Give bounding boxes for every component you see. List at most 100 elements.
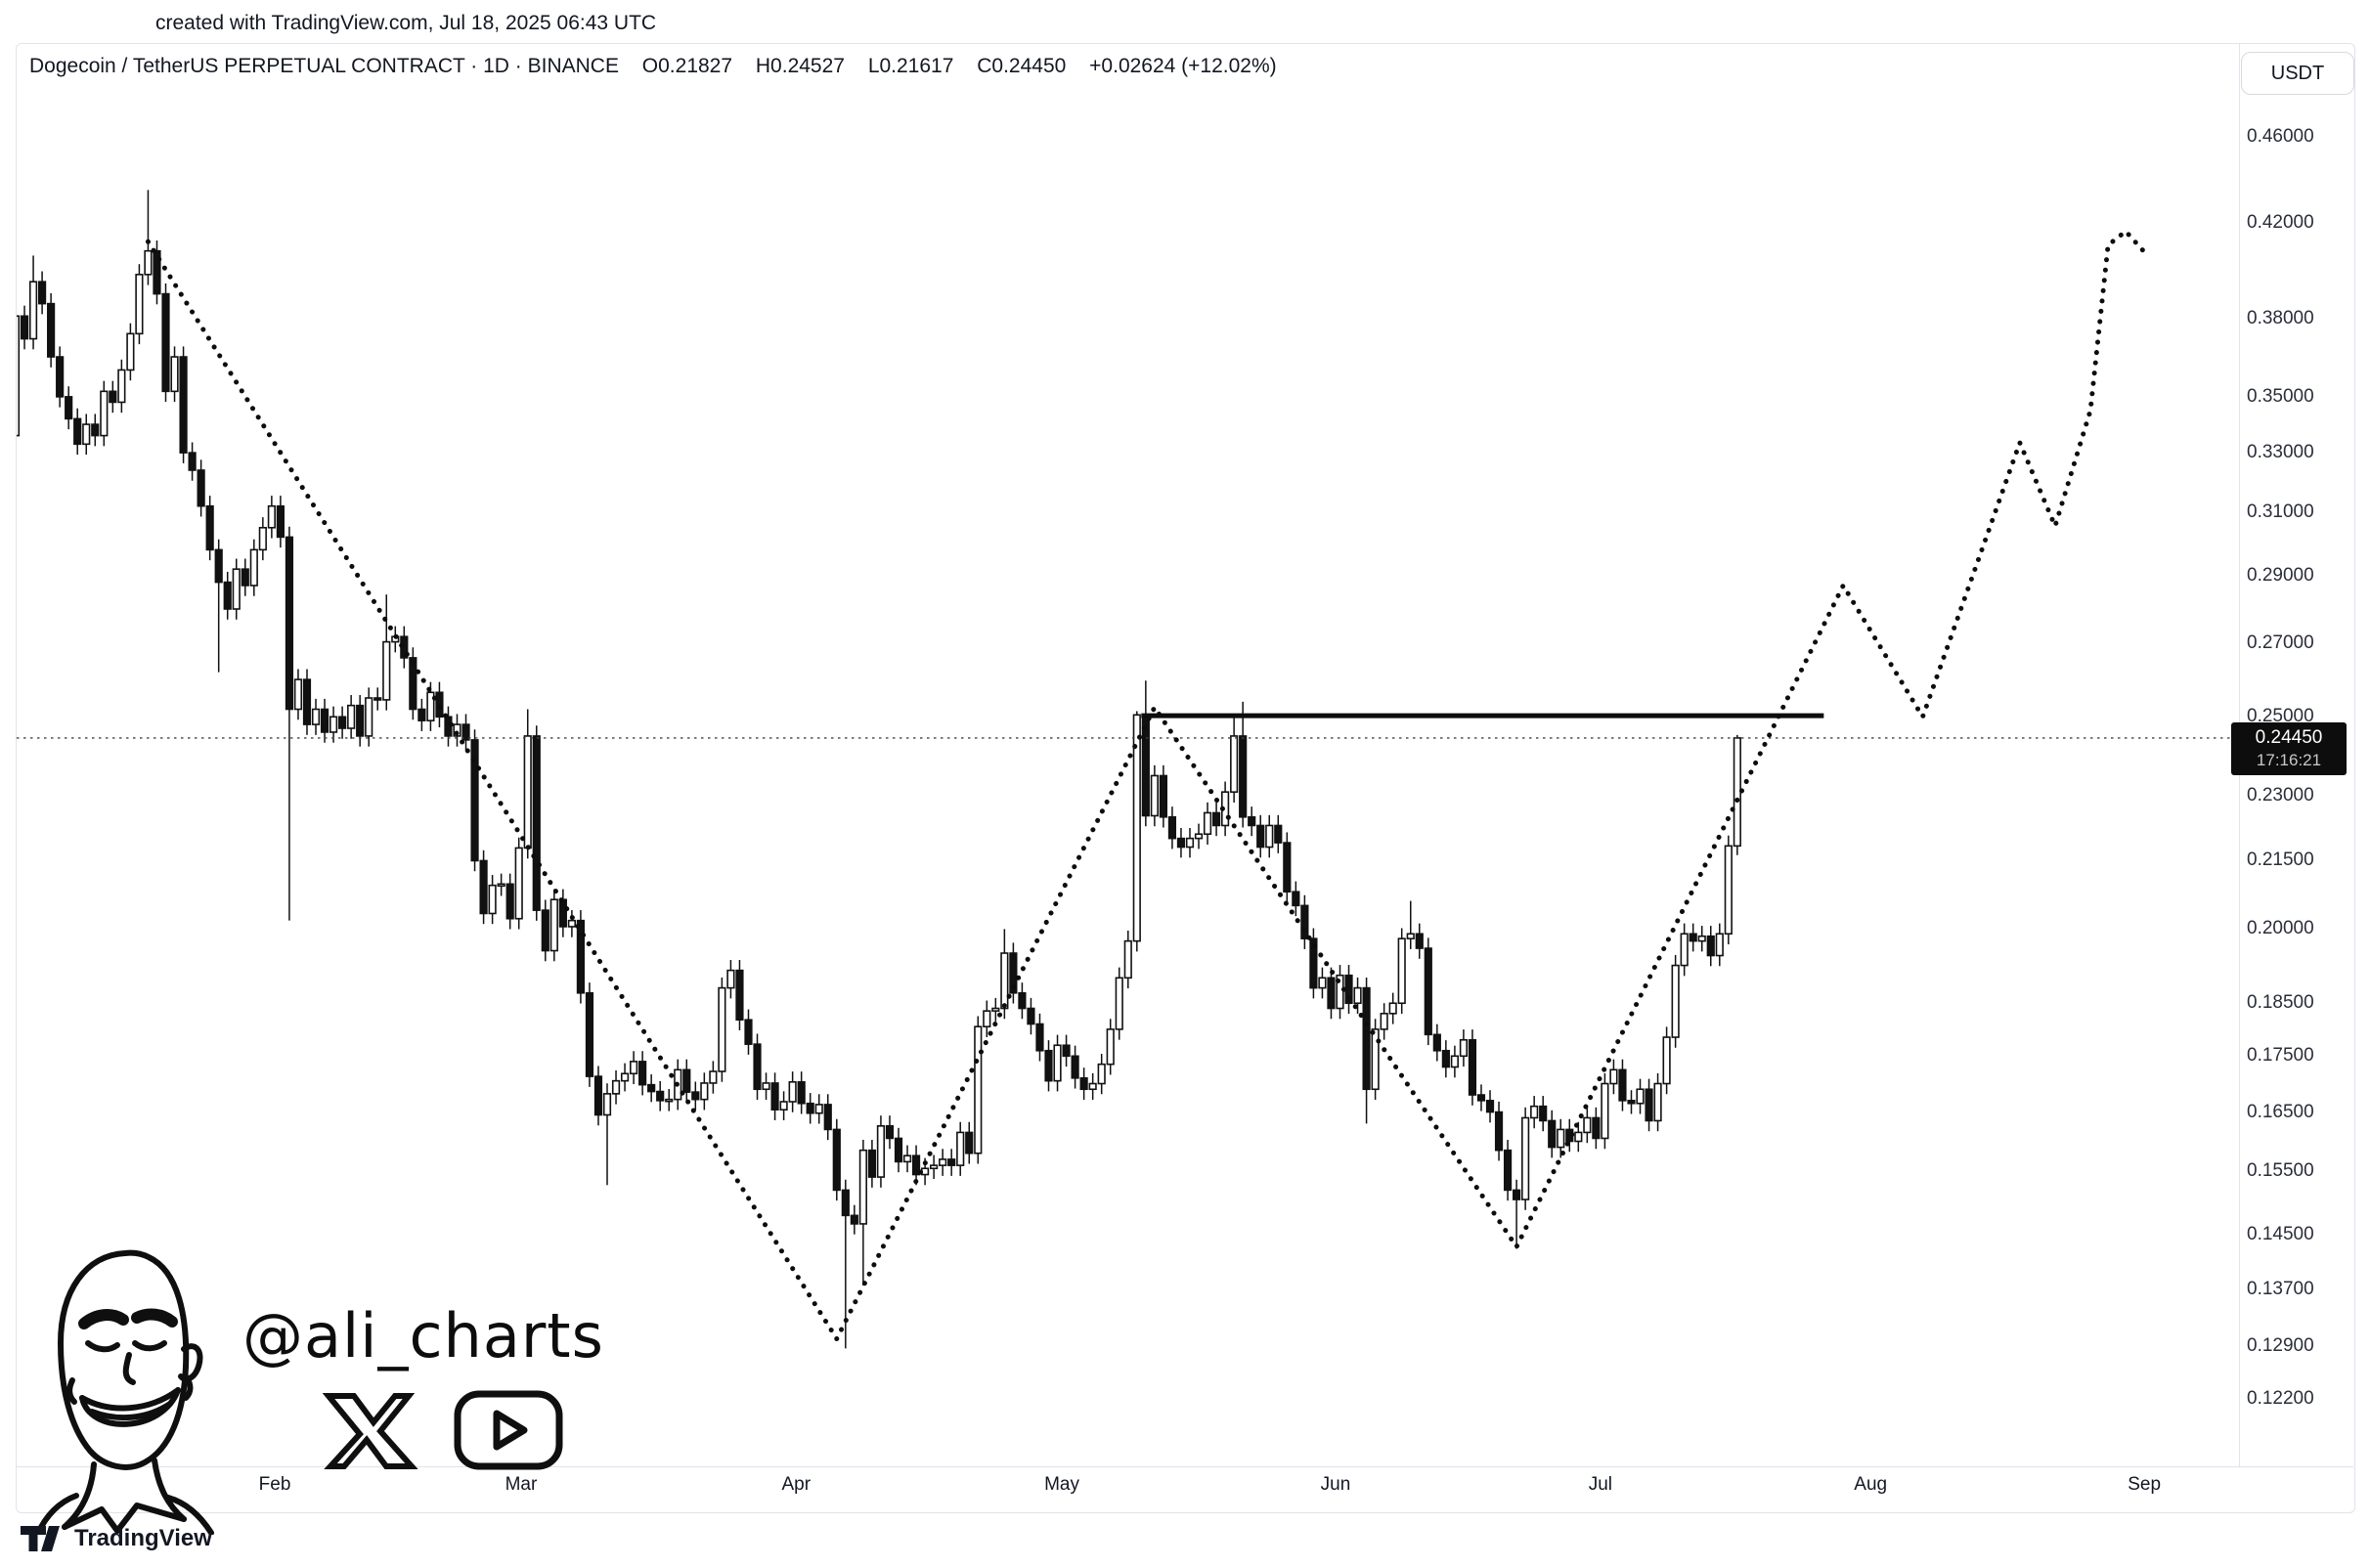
candle-up — [1662, 1036, 1671, 1085]
candle-up — [939, 1158, 947, 1166]
candle-down — [1283, 842, 1292, 893]
candle-up — [602, 1093, 612, 1116]
candle-up — [1680, 933, 1689, 967]
candle-down — [850, 1214, 858, 1225]
symbol-legend[interactable]: Dogecoin / TetherUS PERPETUAL CONTRACT ·… — [29, 55, 1295, 78]
price-axis-label: 0.18500 — [2247, 992, 2314, 1014]
month-label-jul[interactable]: Jul — [1588, 1474, 1613, 1495]
candle-up — [1230, 735, 1239, 793]
month-label-aug[interactable]: Aug — [1854, 1474, 1888, 1495]
candle-up — [567, 919, 576, 928]
price-axis-label: 0.25000 — [2247, 706, 2314, 727]
candle-down — [832, 1128, 841, 1192]
candle-down — [1035, 1023, 1044, 1052]
candle-down — [1062, 1044, 1071, 1058]
candle-up — [453, 723, 461, 737]
price-axis-label: 0.42000 — [2247, 212, 2314, 234]
price-axis-label: 0.27000 — [2247, 632, 2314, 654]
month-label-feb[interactable]: Feb — [258, 1474, 291, 1495]
price-axis-label: 0.23000 — [2247, 785, 2314, 806]
candle-down — [161, 292, 170, 393]
price-axis-label: 0.20000 — [2247, 918, 2314, 939]
candle-down — [197, 469, 205, 507]
candle-down — [153, 249, 161, 295]
candle-down — [1494, 1111, 1504, 1152]
price-axis-label: 0.35000 — [2247, 385, 2314, 407]
candle-down — [1468, 1038, 1477, 1096]
candle-up — [365, 697, 373, 737]
candle-down — [1300, 904, 1309, 939]
candle-down — [1548, 1119, 1557, 1149]
candle-up — [1123, 939, 1132, 980]
candle-up — [100, 390, 109, 437]
candle-up — [488, 884, 497, 915]
candle-up — [956, 1131, 965, 1166]
created-with-banner: created with TradingView.com, Jul 18, 20… — [155, 12, 657, 34]
candle-up — [1406, 933, 1415, 939]
month-label-jun[interactable]: Jun — [1320, 1474, 1351, 1495]
projection-zigzag-line[interactable] — [145, 229, 2146, 1342]
candle-down — [894, 1137, 903, 1163]
price-axis-label: 0.29000 — [2247, 564, 2314, 586]
candle-up — [1336, 974, 1344, 1010]
candle-down — [1362, 986, 1371, 1091]
candle-down — [753, 1043, 762, 1091]
candle-down — [1645, 1088, 1653, 1122]
month-label-mar[interactable]: Mar — [505, 1474, 538, 1495]
candle-down — [47, 302, 56, 358]
candle-down — [1476, 1094, 1486, 1102]
candle-down — [1485, 1100, 1495, 1113]
currency-usdt-button[interactable]: USDT — [2241, 52, 2354, 95]
candle-down — [647, 1083, 656, 1093]
candle-down — [65, 396, 73, 420]
candle-up — [1053, 1044, 1062, 1082]
candle-up — [549, 898, 558, 952]
candle-up — [876, 1125, 886, 1178]
candle-down — [373, 697, 382, 701]
candle-down — [1044, 1049, 1053, 1082]
candle-down — [109, 390, 117, 404]
candle-up — [1715, 933, 1724, 957]
candle-down — [479, 859, 488, 915]
candle-down — [179, 356, 188, 454]
candle-down — [320, 708, 329, 733]
candle-down — [73, 417, 82, 446]
symbol-title: Dogecoin / TetherUS PERPETUAL CONTRACT ·… — [29, 55, 619, 77]
candle-down — [461, 723, 470, 741]
candle-up — [258, 526, 267, 551]
candle-up — [1521, 1116, 1530, 1200]
candle-up — [665, 1098, 674, 1103]
candle-down — [1167, 815, 1177, 840]
open-value: O0.21827 — [641, 55, 733, 77]
candle-down — [1618, 1068, 1627, 1102]
candle-down — [470, 739, 479, 862]
price-axis-label: 0.12200 — [2247, 1388, 2314, 1410]
candle-down — [770, 1082, 779, 1111]
candle-up — [1000, 952, 1009, 1010]
candle-down — [1432, 1033, 1441, 1052]
candle-up — [1601, 1082, 1609, 1140]
candle-up — [1574, 1131, 1583, 1143]
candle-down — [638, 1061, 647, 1086]
candle-down — [1627, 1100, 1636, 1105]
close-value: C0.24450 — [977, 55, 1067, 77]
candle-down — [576, 919, 586, 994]
candle-up — [1194, 833, 1204, 840]
price-axis-label: 0.15500 — [2247, 1160, 2314, 1182]
last-price-value: 0.24450 — [2255, 726, 2323, 748]
candle-down — [1327, 977, 1336, 1010]
candle-up — [762, 1082, 770, 1091]
candle-down — [302, 678, 312, 725]
candles-layer — [17, 190, 1741, 1349]
candle-down — [1706, 935, 1715, 957]
month-label-apr[interactable]: Apr — [781, 1474, 812, 1495]
candle-up — [329, 716, 338, 733]
candle-down — [1071, 1055, 1079, 1079]
month-label-may[interactable]: May — [1044, 1474, 1079, 1495]
tradingview-attribution[interactable]: TradingView — [20, 1523, 212, 1554]
candle-up — [1318, 977, 1327, 989]
candle-up — [1265, 824, 1274, 849]
candle-down — [214, 548, 223, 584]
candle-down — [1027, 1007, 1035, 1025]
month-label-sep[interactable]: Sep — [2128, 1474, 2162, 1495]
